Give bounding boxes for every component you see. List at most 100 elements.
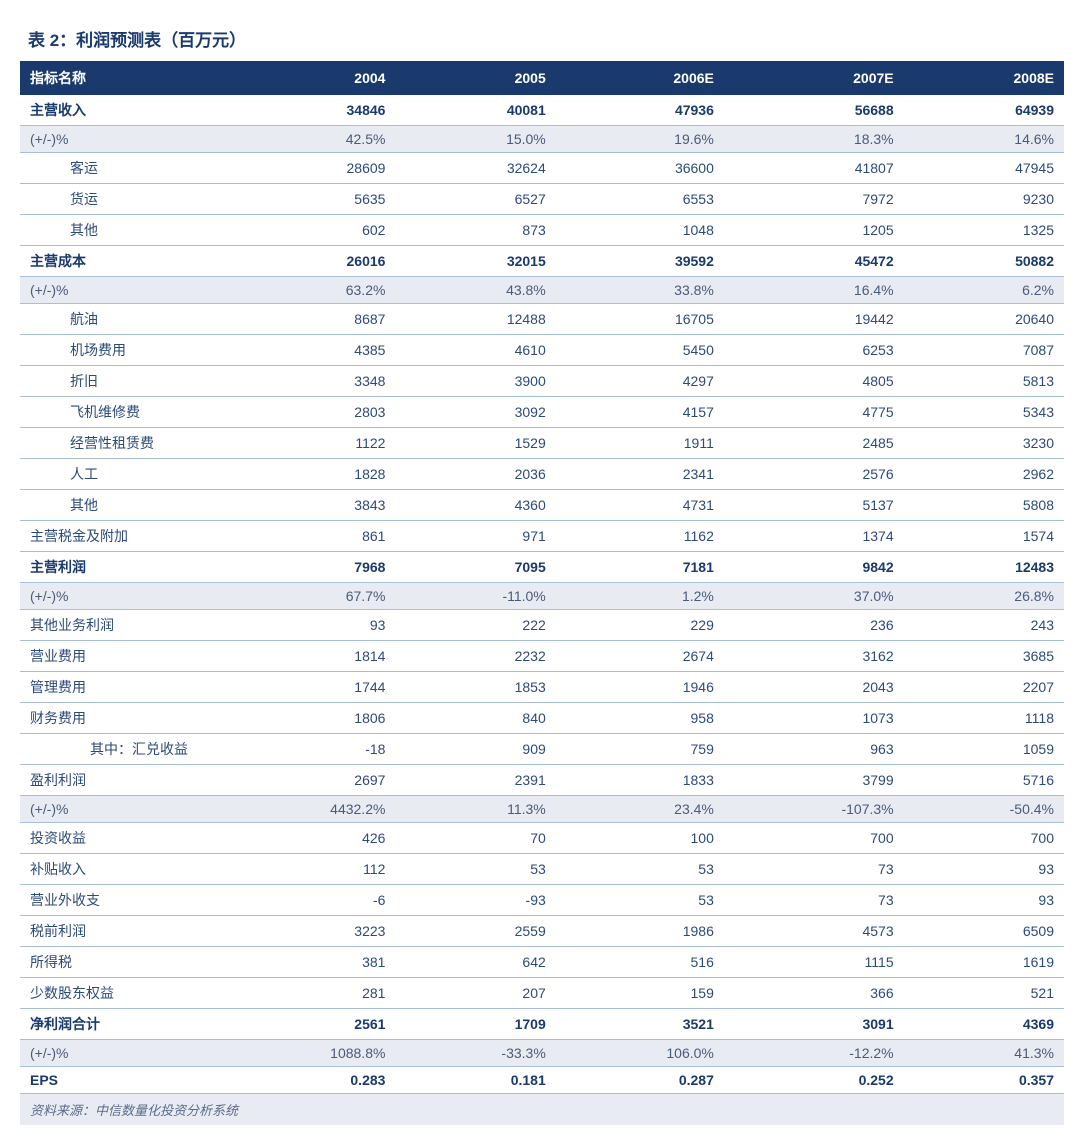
table-row: 主营收入3484640081479365668864939 — [20, 95, 1064, 126]
cell-value: 0.287 — [556, 1067, 724, 1094]
cell-value: 1833 — [556, 765, 724, 796]
cell-value: 1574 — [904, 521, 1064, 552]
row-label: (+/-)% — [20, 277, 208, 304]
cell-value: 19442 — [724, 304, 904, 335]
cell-value: 32015 — [395, 246, 555, 277]
cell-value: 9230 — [904, 184, 1064, 215]
cell-value: 2485 — [724, 428, 904, 459]
cell-value: -50.4% — [904, 796, 1064, 823]
row-label: 管理费用 — [20, 672, 208, 703]
table-row: 经营性租赁费11221529191124853230 — [20, 428, 1064, 459]
profit-forecast-table: 表 2：利润预测表（百万元） 指标名称 2004 2005 2006E 2007… — [20, 20, 1064, 1125]
table-row: 财务费用180684095810731118 — [20, 703, 1064, 734]
table-row: 其中：汇兑收益-189097599631059 — [20, 734, 1064, 765]
cell-value: 73 — [724, 885, 904, 916]
cell-value: 41807 — [724, 153, 904, 184]
cell-value: 0.181 — [395, 1067, 555, 1094]
cell-value: 1709 — [395, 1009, 555, 1040]
table: 指标名称 2004 2005 2006E 2007E 2008E 主营收入348… — [20, 61, 1064, 1094]
row-label: 其他 — [20, 215, 208, 246]
cell-value: 5808 — [904, 490, 1064, 521]
cell-value: 1205 — [724, 215, 904, 246]
cell-value: 1529 — [395, 428, 555, 459]
cell-value: 19.6% — [556, 126, 724, 153]
row-label: 财务费用 — [20, 703, 208, 734]
cell-value: 5450 — [556, 335, 724, 366]
cell-value: 93 — [904, 885, 1064, 916]
cell-value: 47936 — [556, 95, 724, 126]
cell-value: 366 — [724, 978, 904, 1009]
table-row: 其他业务利润93222229236243 — [20, 610, 1064, 641]
cell-value: 73 — [724, 854, 904, 885]
cell-value: 4157 — [556, 397, 724, 428]
row-label: 人工 — [20, 459, 208, 490]
table-row: 飞机维修费28033092415747755343 — [20, 397, 1064, 428]
cell-value: 18.3% — [724, 126, 904, 153]
row-label: (+/-)% — [20, 1040, 208, 1067]
cell-value: 642 — [395, 947, 555, 978]
cell-value: 2207 — [904, 672, 1064, 703]
table-row: 税前利润32232559198645736509 — [20, 916, 1064, 947]
cell-value: 5635 — [208, 184, 396, 215]
row-label: 机场费用 — [20, 335, 208, 366]
cell-value: 36600 — [556, 153, 724, 184]
cell-value: 33.8% — [556, 277, 724, 304]
cell-value: 41.3% — [904, 1040, 1064, 1067]
cell-value: 700 — [904, 823, 1064, 854]
cell-value: 8687 — [208, 304, 396, 335]
table-row: 补贴收入11253537393 — [20, 854, 1064, 885]
cell-value: 5343 — [904, 397, 1064, 428]
cell-value: 2391 — [395, 765, 555, 796]
row-label: 主营税金及附加 — [20, 521, 208, 552]
row-label: 折旧 — [20, 366, 208, 397]
cell-value: 229 — [556, 610, 724, 641]
cell-value: 861 — [208, 521, 396, 552]
cell-value: 64939 — [904, 95, 1064, 126]
row-label: 所得税 — [20, 947, 208, 978]
cell-value: 1073 — [724, 703, 904, 734]
table-row: 客运2860932624366004180747945 — [20, 153, 1064, 184]
cell-value: 381 — [208, 947, 396, 978]
cell-value: 281 — [208, 978, 396, 1009]
row-label: 其他 — [20, 490, 208, 521]
row-label: 货运 — [20, 184, 208, 215]
table-row: 主营利润796870957181984212483 — [20, 552, 1064, 583]
cell-value: 963 — [724, 734, 904, 765]
row-label: EPS — [20, 1067, 208, 1094]
cell-value: 4432.2% — [208, 796, 396, 823]
table-row: EPS0.2830.1810.2870.2520.357 — [20, 1067, 1064, 1094]
cell-value: 6553 — [556, 184, 724, 215]
table-source-footer: 资料来源：中信数量化投资分析系统 — [20, 1094, 1064, 1125]
column-label: 指标名称 — [20, 61, 208, 95]
cell-value: 7087 — [904, 335, 1064, 366]
cell-value: 971 — [395, 521, 555, 552]
cell-value: 50882 — [904, 246, 1064, 277]
cell-value: 222 — [395, 610, 555, 641]
table-row: 主营成本2601632015395924547250882 — [20, 246, 1064, 277]
cell-value: 93 — [208, 610, 396, 641]
row-label: (+/-)% — [20, 126, 208, 153]
cell-value: 23.4% — [556, 796, 724, 823]
row-label: 营业外收支 — [20, 885, 208, 916]
cell-value: 37.0% — [724, 583, 904, 610]
row-label: 经营性租赁费 — [20, 428, 208, 459]
cell-value: 9842 — [724, 552, 904, 583]
cell-value: -12.2% — [724, 1040, 904, 1067]
year-col-4: 2008E — [904, 61, 1064, 95]
table-row: 盈利利润26972391183337995716 — [20, 765, 1064, 796]
table-row: 机场费用43854610545062537087 — [20, 335, 1064, 366]
year-col-3: 2007E — [724, 61, 904, 95]
table-row: 营业外收支-6-93537393 — [20, 885, 1064, 916]
cell-value: 26.8% — [904, 583, 1064, 610]
cell-value: 4731 — [556, 490, 724, 521]
cell-value: 4775 — [724, 397, 904, 428]
cell-value: 1946 — [556, 672, 724, 703]
row-label: 主营利润 — [20, 552, 208, 583]
cell-value: 112 — [208, 854, 396, 885]
cell-value: 3230 — [904, 428, 1064, 459]
cell-value: 6253 — [724, 335, 904, 366]
cell-value: 14.6% — [904, 126, 1064, 153]
cell-value: 2697 — [208, 765, 396, 796]
cell-value: 1115 — [724, 947, 904, 978]
cell-value: 2674 — [556, 641, 724, 672]
